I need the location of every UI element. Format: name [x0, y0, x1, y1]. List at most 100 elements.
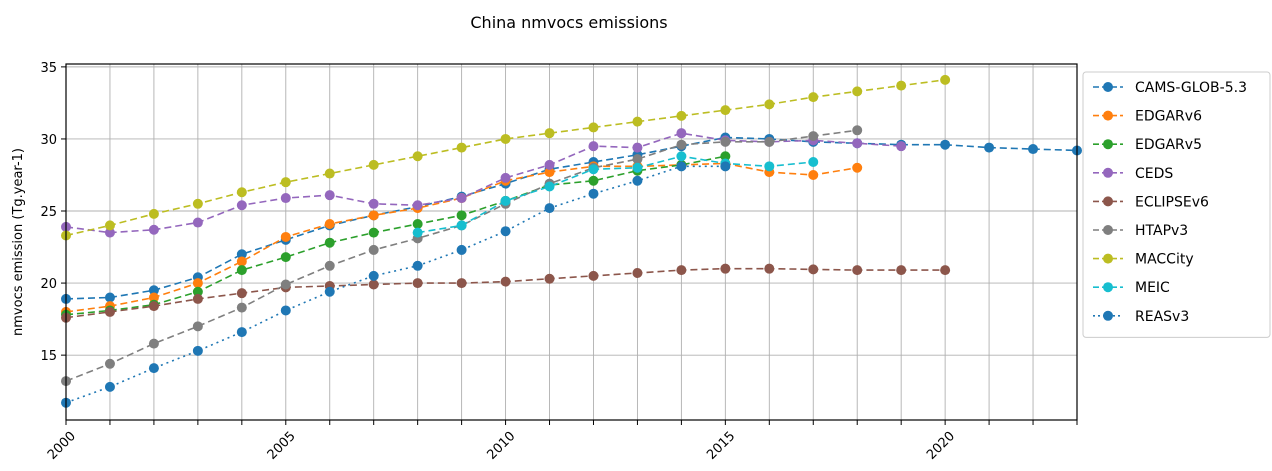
- x-tick-label: 2010: [484, 429, 518, 463]
- series-reasv3: [61, 161, 731, 408]
- data-point: [852, 86, 863, 97]
- data-point: [676, 128, 687, 139]
- data-point: [192, 345, 203, 356]
- data-point: [148, 292, 159, 303]
- legend-label: CEDS: [1135, 166, 1173, 182]
- data-point: [764, 99, 775, 110]
- legend-item: EDGARv5: [1093, 137, 1202, 153]
- data-point: [544, 203, 555, 214]
- data-point: [104, 292, 115, 303]
- data-point: [676, 161, 687, 172]
- data-point: [412, 227, 423, 238]
- data-point: [1028, 144, 1039, 155]
- data-point: [808, 264, 819, 275]
- data-point: [500, 276, 511, 287]
- legend-marker: [1103, 82, 1113, 92]
- data-point: [324, 218, 335, 229]
- data-point: [852, 125, 863, 136]
- series-edgarv5: [61, 151, 731, 320]
- data-point: [368, 279, 379, 290]
- data-point: [852, 162, 863, 173]
- data-point: [500, 195, 511, 206]
- y-tick-label: 35: [40, 61, 57, 76]
- data-point: [456, 142, 467, 153]
- data-point: [720, 105, 731, 116]
- data-point: [588, 164, 599, 175]
- grid-lines: [65, 64, 1078, 420]
- data-point: [720, 161, 731, 172]
- data-point: [632, 154, 643, 165]
- data-point: [588, 122, 599, 133]
- data-point: [280, 279, 291, 290]
- data-point: [192, 217, 203, 228]
- chart-title: China nmvocs emissions: [470, 13, 667, 32]
- data-point: [632, 142, 643, 153]
- data-point: [456, 220, 467, 231]
- series-ceds: [61, 128, 907, 238]
- y-tick-label: 30: [40, 133, 57, 148]
- data-point: [104, 381, 115, 392]
- legend-item: CEDS: [1093, 166, 1173, 182]
- data-point: [368, 270, 379, 281]
- x-tick-label: 2020: [924, 429, 958, 463]
- data-point: [720, 151, 731, 162]
- legend-marker: [1103, 196, 1113, 207]
- data-point: [764, 263, 775, 274]
- data-point: [940, 74, 951, 85]
- series-meic: [412, 151, 819, 238]
- legend-item: REASv3: [1093, 309, 1189, 325]
- data-point: [940, 139, 951, 150]
- data-point: [588, 188, 599, 199]
- legend-marker: [1103, 139, 1113, 150]
- legend: CAMS-GLOB-5.3 EDGARv6 EDGARv5 CEDS ECLIPSEv6…: [1082, 71, 1271, 338]
- data-point: [852, 138, 863, 149]
- data-point: [148, 224, 159, 235]
- data-point: [676, 110, 687, 121]
- data-point: [324, 190, 335, 201]
- data-point: [544, 167, 555, 178]
- legend-marker: [1103, 167, 1113, 178]
- data-point: [544, 181, 555, 192]
- data-point: [192, 293, 203, 304]
- data-point: [852, 265, 863, 276]
- data-point: [632, 116, 643, 127]
- x-tick-label: 2015: [704, 429, 738, 463]
- data-point: [236, 265, 247, 276]
- data-point: [236, 200, 247, 211]
- data-point: [412, 200, 423, 211]
- axis-ticks: 15 20 25 30 35 2000 2005 2010 2015 2020: [40, 61, 1078, 463]
- data-point: [324, 168, 335, 179]
- data-point: [236, 187, 247, 198]
- data-point: [764, 136, 775, 147]
- series-line: [417, 155, 814, 234]
- data-point: [412, 151, 423, 162]
- data-point: [896, 80, 907, 91]
- legend-item: CAMS-GLOB-5.3: [1093, 80, 1247, 96]
- data-point: [236, 302, 247, 313]
- x-tick-label: 2005: [265, 429, 299, 463]
- data-point: [104, 306, 115, 317]
- data-point: [808, 169, 819, 180]
- data-point: [588, 270, 599, 281]
- data-point: [280, 252, 291, 263]
- legend-marker: [1103, 253, 1113, 264]
- legend-item: MACCity: [1093, 252, 1194, 268]
- legend-item: EDGARv6: [1093, 109, 1202, 125]
- data-point: [632, 267, 643, 278]
- legend-item: HTAPv3: [1093, 223, 1188, 239]
- data-point: [104, 358, 115, 369]
- data-point: [808, 157, 819, 168]
- y-tick-label: 15: [40, 349, 57, 364]
- data-point: [500, 133, 511, 144]
- data-point: [104, 220, 115, 231]
- data-point: [676, 139, 687, 150]
- data-point: [896, 265, 907, 276]
- data-point: [148, 301, 159, 312]
- data-point: [456, 244, 467, 255]
- legend-label: MACCity: [1135, 252, 1194, 268]
- data-point: [236, 327, 247, 338]
- legend-marker: [1103, 225, 1113, 235]
- data-point: [236, 249, 247, 260]
- data-point: [500, 172, 511, 183]
